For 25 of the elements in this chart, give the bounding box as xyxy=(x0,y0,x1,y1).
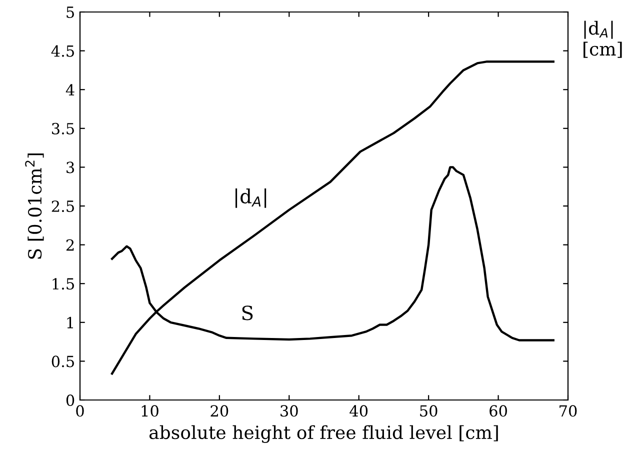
x-axis-title: absolute height of free fluid level [cm] xyxy=(149,425,498,443)
x-tick-label: 40 xyxy=(350,405,368,417)
y-tick-label: 0 xyxy=(66,394,74,406)
y-tick-label: 2.5 xyxy=(52,200,74,212)
x-tick-label: 10 xyxy=(142,405,158,417)
y-tick-label: 4.5 xyxy=(51,45,74,57)
annotation: |d$_{A}$| xyxy=(236,188,266,208)
line-series xyxy=(110,60,554,375)
y-tick-label: 2 xyxy=(66,239,74,251)
annotation: S xyxy=(242,306,253,320)
y-tick-label: 1.5 xyxy=(52,278,74,290)
x-tick-label: 50 xyxy=(420,405,438,417)
x-tick-label: 60 xyxy=(490,405,507,417)
x-tick-label: 30 xyxy=(280,405,298,417)
y2-axis-title: |d$_{A}$| [cm] xyxy=(584,20,622,58)
x-tick-label: 20 xyxy=(210,405,228,417)
x-tick-label: 70 xyxy=(560,405,577,417)
x-tick-label: 0 xyxy=(76,405,84,417)
y-tick-label: 4 xyxy=(66,84,74,96)
y-tick-label: 3.5 xyxy=(52,122,74,134)
y-tick-label: 1 xyxy=(67,316,73,328)
y-axis-title: S [0.01cm$^{2}$] xyxy=(25,153,44,259)
y-tick-label: 0.5 xyxy=(52,356,74,368)
y-tick-label: 3 xyxy=(66,162,74,174)
y-tick-label: 5 xyxy=(66,6,74,18)
